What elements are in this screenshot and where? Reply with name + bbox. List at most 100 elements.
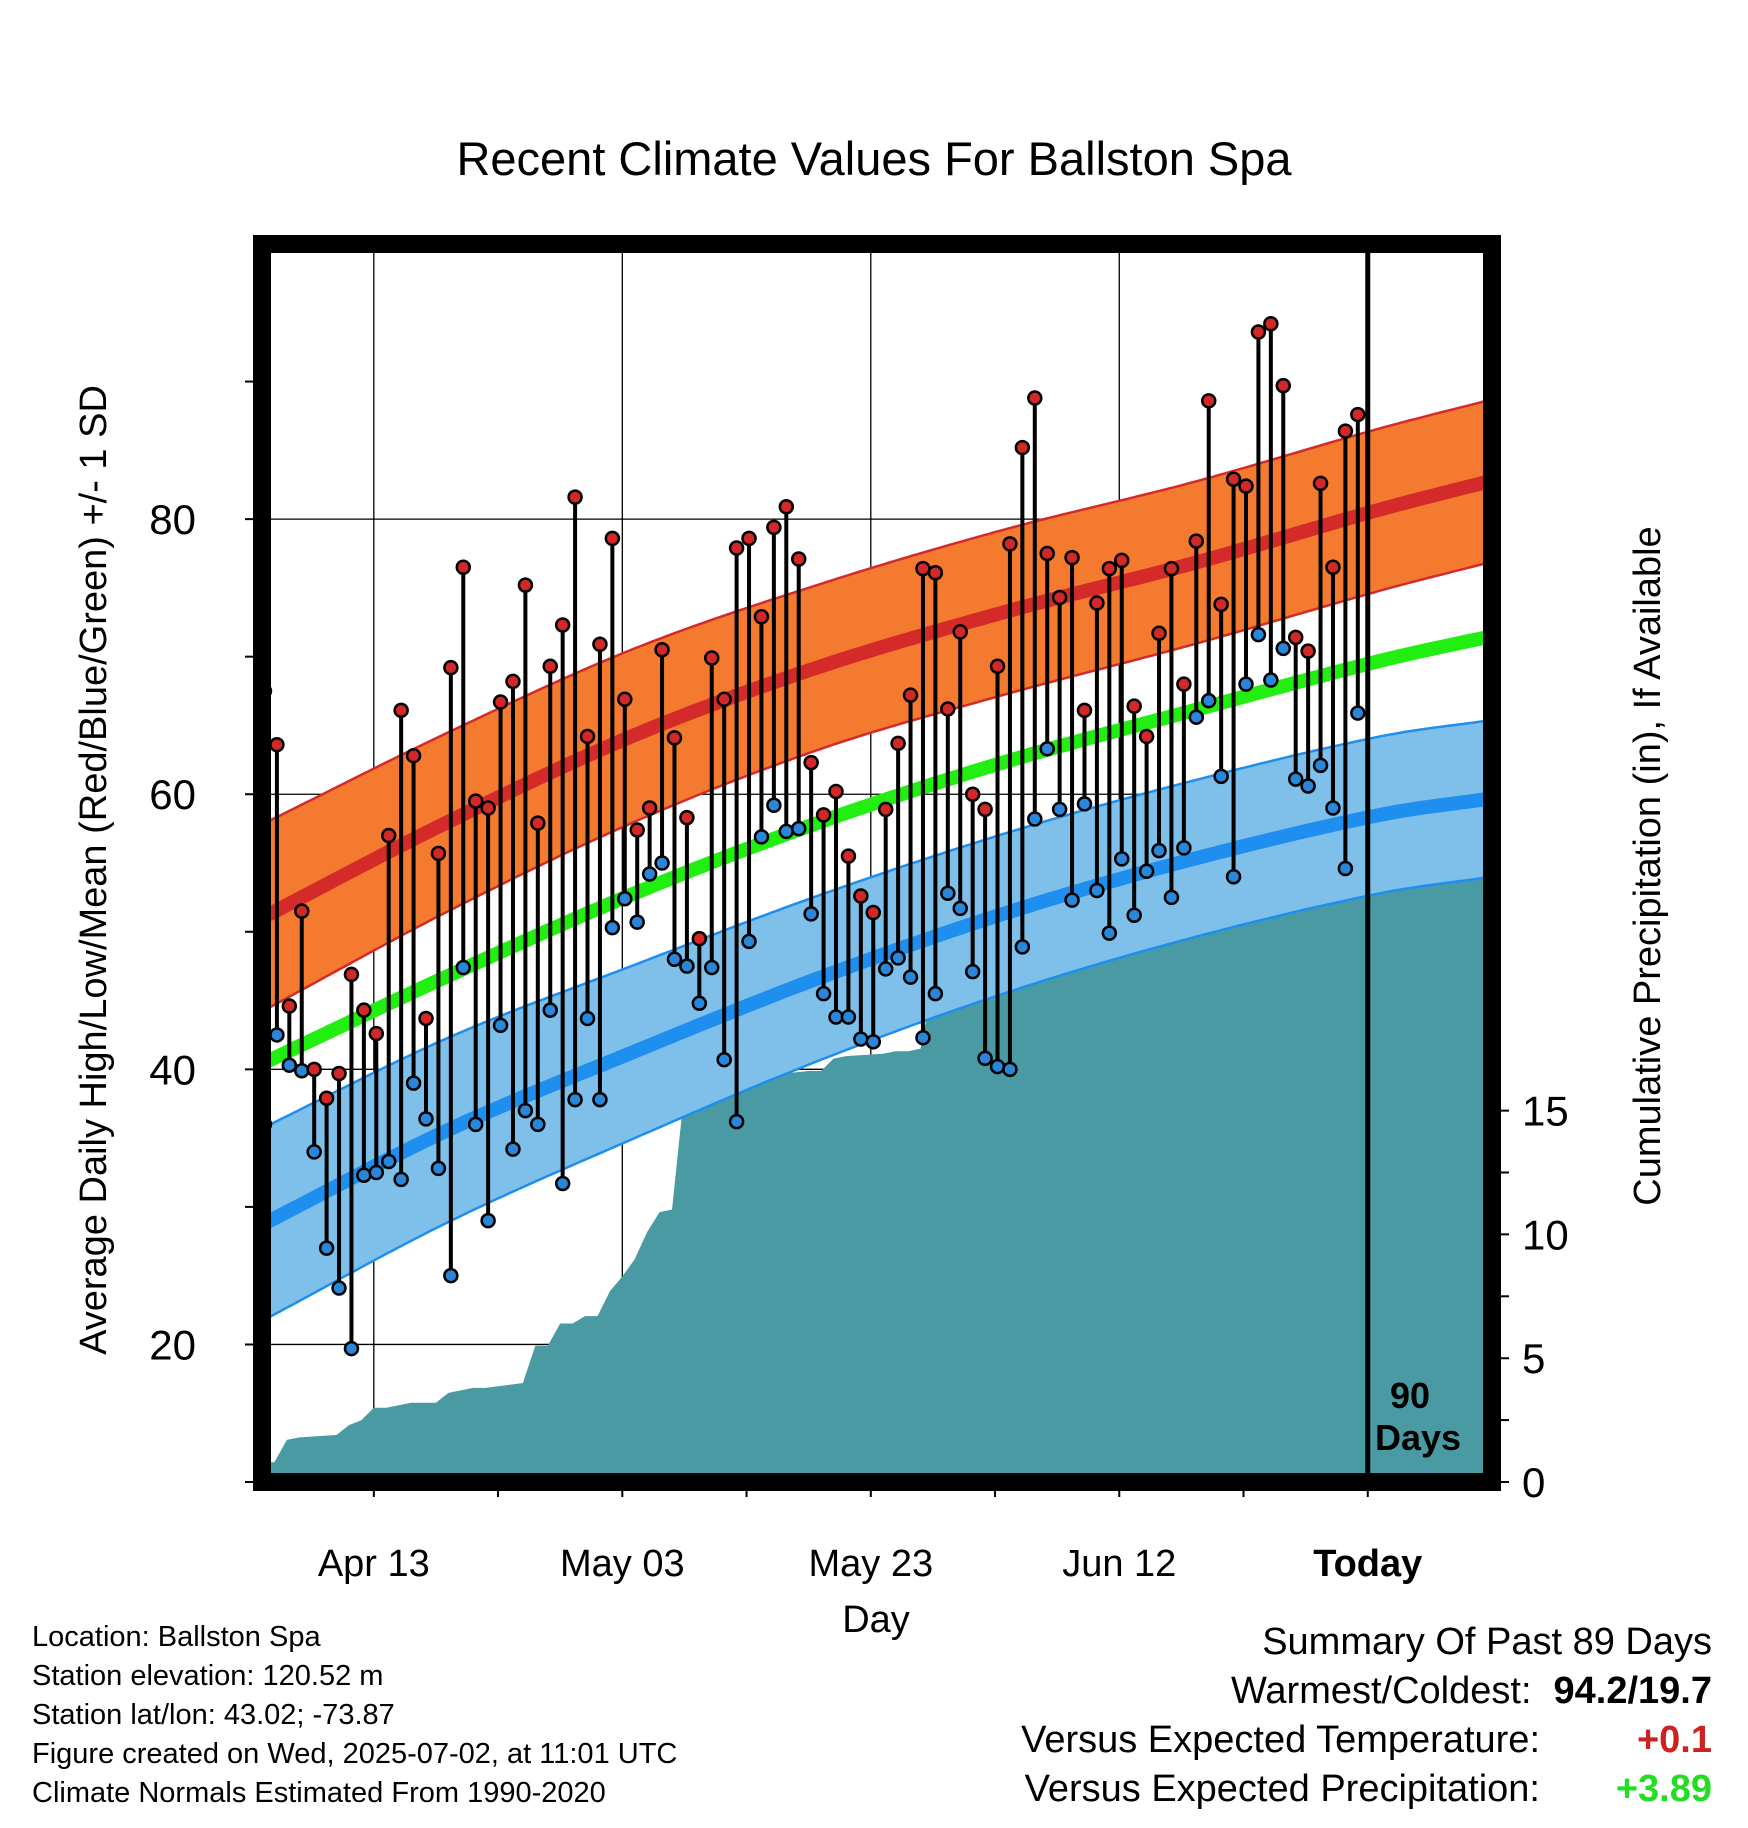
high-point (1238, 478, 1254, 494)
high-point (1051, 589, 1068, 606)
axes: 20 40 60 80 0 5 10 15 Apr 13 May 03 May 23 Jun 12 To… (149, 380, 1569, 1585)
high-point (318, 1090, 335, 1106)
x-tick-label: May 03 (560, 1543, 685, 1585)
low-point (343, 1340, 360, 1357)
high-point (641, 800, 658, 816)
high-point (331, 1065, 347, 1082)
low-point (853, 1031, 869, 1047)
high-point (716, 691, 732, 708)
low-point (405, 1075, 422, 1091)
high-point (1225, 471, 1242, 487)
low-point (356, 1167, 372, 1184)
low-point (380, 1153, 397, 1170)
low-point (294, 1062, 310, 1079)
y2-tick-label: 0 (1522, 1459, 1545, 1506)
low-point (492, 1017, 509, 1034)
low-point (505, 1141, 521, 1157)
low-point (778, 823, 795, 840)
low-point (728, 1113, 745, 1130)
high-point (530, 815, 546, 831)
high-point (666, 730, 683, 746)
warmest-label: Warmest/Coldest: (1230, 1670, 1532, 1712)
high-point (356, 1002, 372, 1018)
high-point (766, 519, 782, 536)
high-point (989, 658, 1006, 675)
high-point (492, 694, 509, 710)
high-point (368, 1025, 385, 1042)
low-point (977, 1050, 993, 1067)
low-point (393, 1171, 409, 1188)
high-point (952, 624, 968, 640)
low-point (1238, 676, 1254, 692)
low-point (877, 961, 894, 977)
low-point (1325, 800, 1341, 816)
high-point (753, 609, 770, 625)
x-tick-label: May 23 (808, 1543, 933, 1585)
low-point (641, 866, 658, 882)
low-point (840, 1009, 857, 1025)
high-point (1101, 560, 1118, 577)
high-point (554, 617, 571, 633)
low-point (530, 1116, 546, 1133)
precip-label: Versus Expected Precipitation: (1024, 1768, 1540, 1810)
low-point (915, 1029, 931, 1046)
high-point (704, 650, 720, 666)
low-point (318, 1240, 335, 1256)
temp-value: +0.1 (1636, 1719, 1712, 1761)
low-point (368, 1164, 385, 1181)
low-point (666, 951, 683, 968)
low-point (1350, 705, 1366, 721)
high-point (728, 540, 745, 556)
low-point (828, 1009, 844, 1025)
low-point (269, 1027, 285, 1043)
high-point (977, 801, 993, 818)
high-mean-line (262, 473, 1492, 925)
high-point (505, 673, 521, 690)
high-point (691, 930, 708, 947)
warmest-value: 94.2/19.7 (1553, 1670, 1712, 1712)
high-point (1163, 560, 1180, 577)
plot-frame (253, 235, 1501, 1491)
low-point (1138, 863, 1155, 880)
low-point (1064, 892, 1080, 908)
low-point (1151, 842, 1167, 859)
low-point (418, 1111, 434, 1127)
y-tick-label: 40 (149, 1046, 196, 1093)
low-point (716, 1051, 732, 1068)
temp-label: Versus Expected Temperature: (1021, 1719, 1540, 1761)
low-point (753, 829, 770, 845)
high-point (679, 809, 695, 826)
high-point (1027, 390, 1043, 406)
high-point (1014, 439, 1031, 456)
high-sd-band (262, 398, 1492, 1014)
low-point (964, 963, 981, 980)
high-point (815, 807, 832, 823)
high-point (455, 559, 472, 576)
low-point (940, 885, 956, 902)
low-point (1126, 907, 1142, 924)
low-point (430, 1160, 447, 1177)
high-point (1114, 552, 1130, 569)
high-point (877, 801, 894, 818)
high-point (1312, 475, 1329, 492)
low-point (467, 1116, 484, 1133)
low-point (989, 1058, 1006, 1075)
high-point (1213, 596, 1229, 613)
summary-warmest: Warmest/Coldest: 94.2/19.7 (1021, 1667, 1712, 1716)
low-point (1300, 778, 1316, 794)
high-point (393, 702, 409, 719)
high-point (1250, 324, 1267, 340)
high-point (790, 551, 807, 567)
low-point (567, 1091, 583, 1108)
low-point (1089, 882, 1105, 899)
high-point (405, 747, 422, 764)
low-point (1213, 768, 1229, 785)
high-point (828, 783, 844, 800)
high-point (306, 1061, 322, 1078)
high-point (1076, 702, 1093, 719)
low-point (890, 950, 906, 966)
high-point (1275, 377, 1292, 394)
low-point (766, 797, 782, 813)
precip-value: +3.89 (1615, 1768, 1712, 1810)
